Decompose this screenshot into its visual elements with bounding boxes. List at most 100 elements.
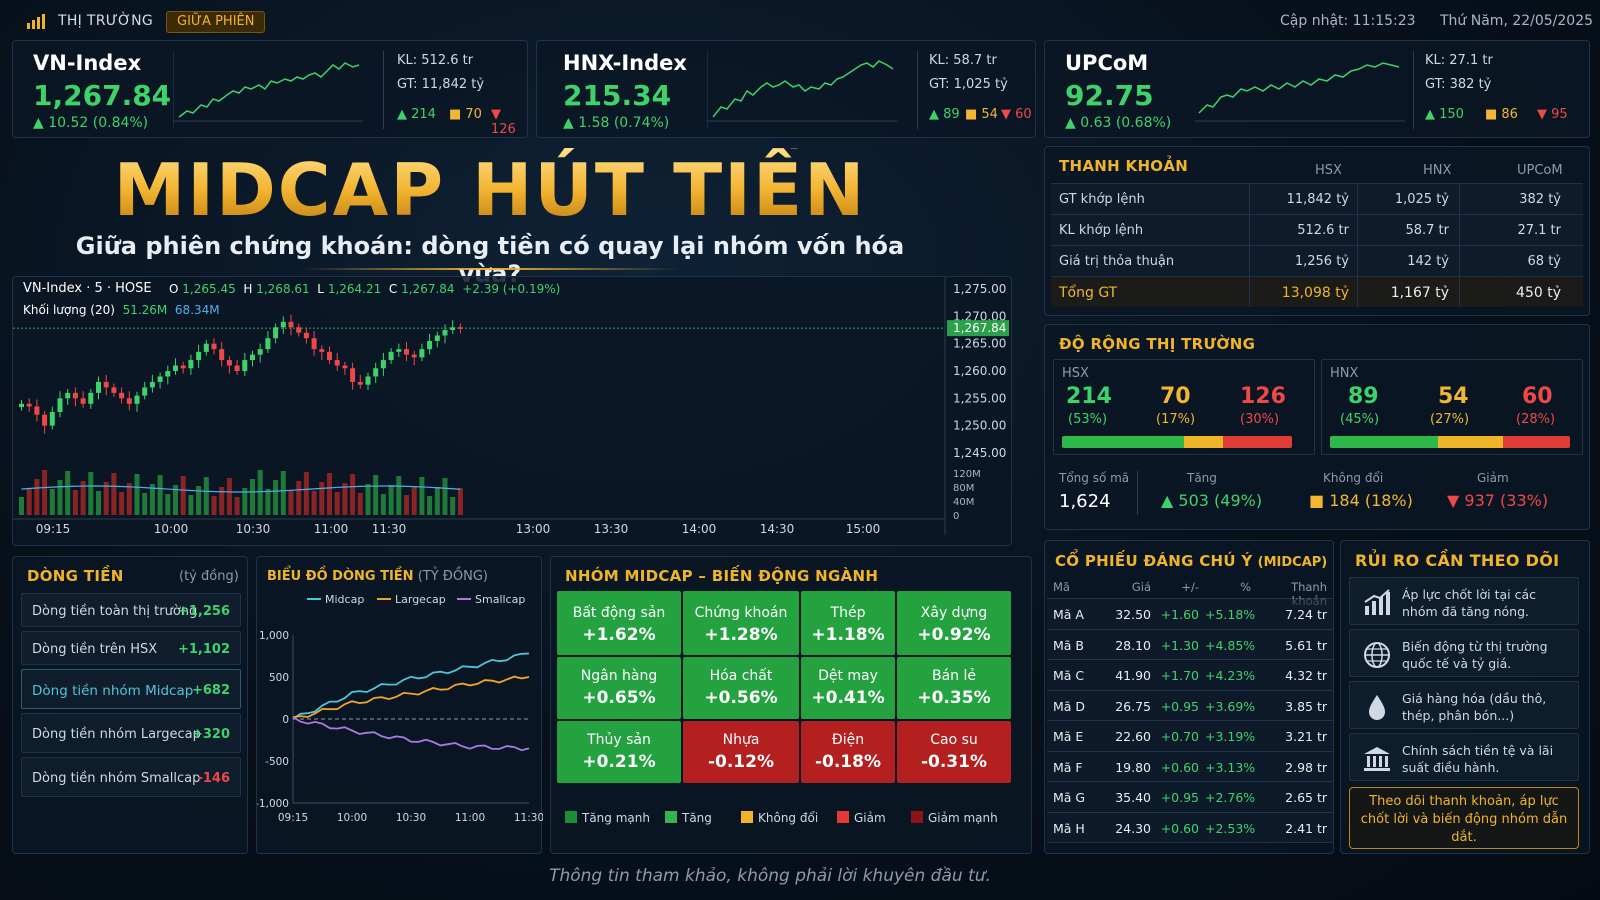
index-sparkline: [707, 51, 897, 129]
breadth-down-segment: [1502, 436, 1570, 448]
stock-row[interactable]: Mã B 28.10 +1.30 +4.85% 5.61 tr: [1047, 629, 1333, 660]
sector-change: +1.62%: [582, 625, 656, 645]
candle-body: [126, 398, 132, 404]
volume-bar: [250, 479, 255, 515]
candle-body: [419, 349, 425, 358]
liquidity-total-row: Tổng GT 13,098 tỷ 1,167 tỷ 450 tỷ: [1051, 276, 1583, 307]
flow-row-hsx[interactable]: Dòng tiền trên HSX +1,102: [21, 631, 241, 665]
sector-cell[interactable]: Chứng khoán +1.28%: [683, 591, 799, 655]
notable-stocks-panel: CỔ PHIẾU ĐÁNG CHÚ Ý (MIDCAP) Mã Giá +/-% Th…: [1044, 540, 1334, 854]
sector-name: Bất động sản: [572, 605, 666, 621]
sector-change: +0.21%: [582, 752, 656, 772]
flow-x-tick: 09:15: [278, 812, 308, 824]
stock-row[interactable]: Mã E 22.60 +0.70 +3.19% 3.21 tr: [1047, 721, 1333, 752]
volume-bar: [211, 496, 217, 515]
stock-change-pct: +4.23%: [1205, 668, 1256, 683]
flow-series-largecap: [292, 675, 530, 719]
stock-change-pct: +5.18%: [1205, 607, 1256, 622]
stock-ticker: Mã G: [1053, 790, 1086, 805]
sector-cell[interactable]: Thủy sản +0.21%: [557, 721, 681, 783]
candle-body: [427, 340, 433, 350]
volume-bar: [373, 475, 379, 515]
sector-cell[interactable]: Bán lẻ +0.35%: [897, 657, 1011, 719]
time-tick-label: 13:00: [516, 522, 551, 536]
stock-row[interactable]: Mã A 32.50 +1.60 +5.18% 7.24 tr: [1047, 599, 1333, 630]
liquidity-cell: 382 tỷ: [1519, 192, 1561, 207]
chart-ohlc: O 1,265.45 H 1,268.61 L 1,264.21 C 1,267…: [169, 282, 560, 296]
volume-bar: [149, 484, 155, 515]
stock-ticker: Mã B: [1053, 637, 1084, 653]
time-tick-label: 14:00: [682, 522, 717, 536]
breadth-hnx-flat: 54: [1438, 384, 1469, 409]
sector-legend-item: Không đổi: [741, 811, 818, 825]
candle-body: [327, 351, 332, 361]
candle-body: [196, 351, 202, 361]
flow-y-tick: 0: [282, 714, 289, 726]
volume-bar: [419, 477, 425, 515]
stock-row[interactable]: Mã H 24.30 +0.60 +2.53% 2.41 tr: [1047, 812, 1333, 843]
index-volume: KL: 27.1 tr: [1425, 53, 1493, 68]
candle-body: [34, 406, 40, 415]
index-value: 215.34: [563, 79, 672, 112]
candle-body: [157, 376, 163, 382]
volume-tick-label: 120M: [953, 469, 981, 480]
candle-body: [434, 335, 440, 341]
sector-cell[interactable]: Xây dựng +0.92%: [897, 591, 1011, 655]
vnindex-intraday-chart[interactable]: VN-Index · 5 · HOSE O 1,265.45 H 1,268.6…: [12, 276, 1012, 546]
index-card-hnxindex[interactable]: HNX-Index 215.34 ▲ 1.58 (0.74%) KL: 58.7…: [536, 40, 1036, 138]
liquidity-row-label: KL khớp lệnh: [1059, 223, 1144, 238]
sector-cell[interactable]: Nhựa -0.12%: [683, 721, 799, 783]
breadth-up-label: Tăng: [1187, 471, 1217, 485]
breadth-total-label: Tổng số mã: [1059, 471, 1130, 485]
sector-name: Chứng khoán: [694, 605, 788, 621]
sector-title: NHÓM MIDCAP – BIẾN ĐỘNG NGÀNH: [565, 567, 879, 585]
stock-change: +0.60: [1160, 759, 1199, 775]
sector-cell[interactable]: Thép +1.18%: [801, 591, 895, 655]
liquidity-row: Giá trị thỏa thuận 1,256 tỷ 142 tỷ 68 tỷ: [1051, 245, 1583, 276]
breadth-hnx-up: 89: [1348, 384, 1379, 409]
breadth-flat-segment: [1183, 436, 1223, 448]
sector-cell[interactable]: Bất động sản +1.62%: [557, 591, 681, 655]
candlestick-plot[interactable]: 1,275.00 1,270.00 1,265.00 1,260.00 1,255.00…: [13, 277, 1013, 547]
stocks-title: CỔ PHIẾU ĐÁNG CHÚ Ý: [1055, 552, 1253, 570]
flow-row-midcap[interactable]: Dòng tiền nhóm Midcap +682: [21, 669, 241, 709]
index-card-vnindex[interactable]: VN-Index 1,267.84 ▲ 10.52 (0.84%) KL: 51…: [12, 40, 528, 138]
volume-bar: [34, 479, 40, 515]
candle-body: [365, 376, 371, 385]
candle-body: [180, 365, 186, 369]
breadth-hnx-up-pct: (45%): [1340, 412, 1380, 427]
sector-cell[interactable]: Điện -0.18%: [801, 721, 895, 783]
legend-label: Tăng mạnh: [582, 811, 650, 825]
stock-row[interactable]: Mã C 41.90 +1.70 +4.23% 4.32 tr: [1047, 660, 1333, 691]
stock-row[interactable]: Mã F 19.80 +0.60 +3.13% 2.98 tr: [1047, 751, 1333, 782]
volume-tick-label: 40M: [953, 497, 974, 508]
volume-bar: [388, 485, 394, 515]
candle-body: [149, 381, 155, 388]
breadth-flat: ■ 184 (18%): [1309, 491, 1413, 510]
sector-cell[interactable]: Dệt may +0.41%: [801, 657, 895, 719]
candle-body: [303, 332, 309, 339]
stock-change: +1.60: [1160, 607, 1199, 622]
sector-cell[interactable]: Hóa chất +0.56%: [683, 657, 799, 719]
time-tick-label: 13:30: [594, 522, 629, 536]
volume-bar: [126, 483, 132, 515]
risk-item-global: Biến động từ thị trường quốc tế và tỷ gi…: [1349, 629, 1579, 677]
flow-line-chart[interactable]: 1,000 500 0 -500 -1,000 09:15 10:00 10:30 11:00 1…: [257, 587, 543, 853]
flow-row-smallcap[interactable]: Dòng tiền nhóm Smallcap -146: [21, 757, 241, 797]
sector-cell[interactable]: Ngân hàng +0.65%: [557, 657, 681, 719]
flow-chart-heading: BIỂU ĐỒ DÒNG TIỀN (TỶ ĐỒNG): [267, 569, 488, 584]
liquidity-cell: 68 tỷ: [1527, 254, 1561, 269]
stock-row[interactable]: Mã G 35.40 +0.95 +2.76% 2.65 tr: [1047, 782, 1333, 813]
breadth-up-segment: [1062, 436, 1184, 448]
stock-change-pct: +4.85%: [1205, 637, 1256, 653]
headline-underline: [300, 268, 680, 270]
flow-row-total[interactable]: Dòng tiền toàn thị trường +1,256: [21, 593, 241, 627]
liquidity-row: KL khớp lệnh 512.6 tr 58.7 tr 27.1 tr: [1051, 214, 1583, 245]
flow-row-largecap[interactable]: Dòng tiền nhóm Largecap +320: [21, 713, 241, 753]
candle-body: [96, 381, 101, 393]
candle-body: [42, 414, 48, 426]
stock-row[interactable]: Mã D 26.75 +0.95 +3.69% 3.85 tr: [1047, 690, 1333, 721]
index-card-upcom[interactable]: UPCoM 92.75 ▲ 0.63 (0.68%) KL: 27.1 tr G…: [1044, 40, 1590, 138]
legend-swatch: [741, 811, 753, 823]
sector-cell[interactable]: Cao su -0.31%: [897, 721, 1011, 783]
